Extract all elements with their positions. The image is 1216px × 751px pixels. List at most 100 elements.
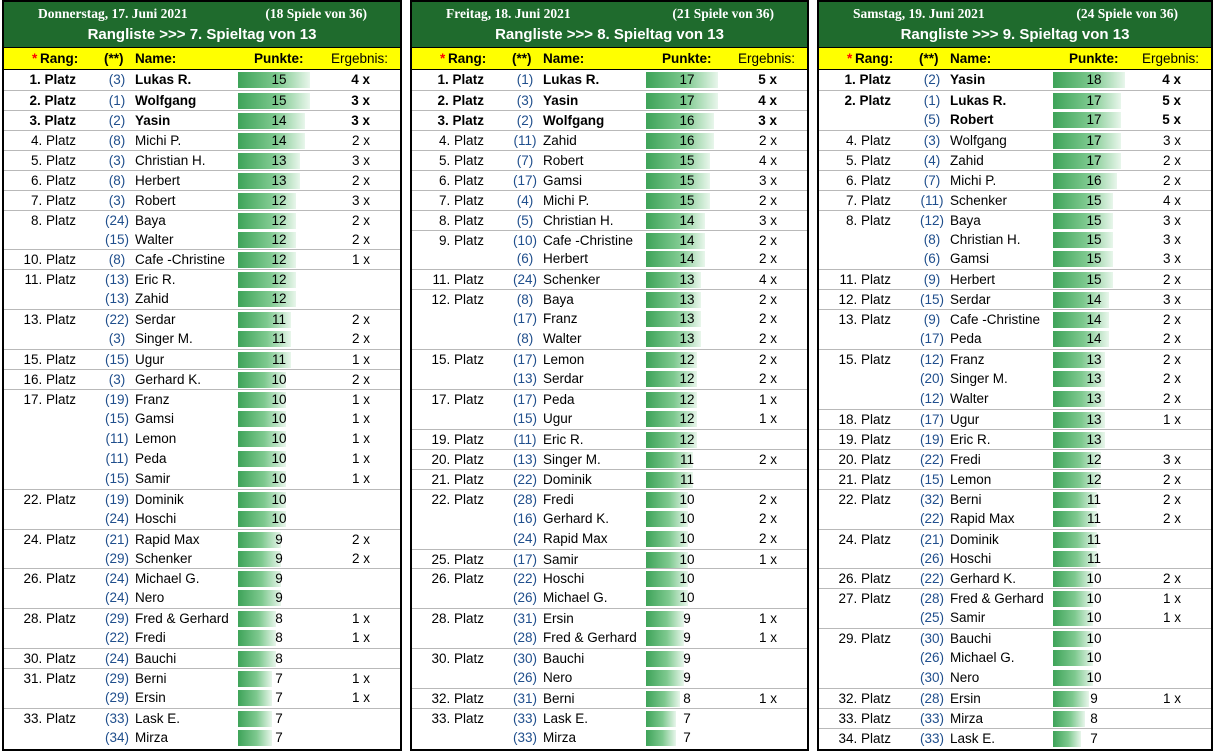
ranking-row: 20. Platz (22) Fredi 12 3 x	[819, 448, 1211, 469]
ranking-row: 8. Platz (12) Baya 15 3 x	[819, 209, 1211, 230]
header-line: Samstag, 19. Juni 2021 (24 Spiele von 36)	[819, 2, 1211, 24]
previous-rank-cell: (19)	[104, 392, 129, 407]
points-cell: 10	[271, 392, 287, 407]
points-bar	[238, 690, 272, 707]
rank-cell: 12. Platz	[838, 292, 891, 308]
points-bar	[238, 611, 276, 628]
result-cell: 4 x	[758, 152, 777, 168]
player-name: Rapid Max	[543, 530, 608, 546]
points-cell: 11	[1086, 550, 1101, 566]
result-column-header: Ergebnis:	[330, 51, 388, 66]
ranking-row: 4. Platz (11) Zahid 16 2 x	[412, 129, 807, 150]
points-bar	[238, 72, 310, 88]
result-cell: 2 x	[351, 550, 370, 566]
ranking-row: 27. Platz (28) Fred & Gerhard 10 1 x	[819, 588, 1211, 608]
result-cell: 1 x	[758, 410, 777, 426]
player-name: Lukas R.	[543, 72, 600, 87]
player-name: Lask E.	[135, 711, 181, 726]
result-cell: 2 x	[758, 311, 777, 327]
previous-rank-cell: (15)	[104, 231, 129, 247]
ranking-row: 6. Platz (17) Gamsi 15 3 x	[412, 169, 807, 190]
player-name: Mirza	[950, 711, 983, 726]
previous-rank-cell: (8)	[108, 252, 126, 268]
points-cell: 10	[271, 470, 287, 486]
ranking-row: (11) Lemon 10 1 x	[4, 429, 400, 449]
ranking-row: 20. Platz (13) Singer M. 11 2 x	[412, 448, 807, 469]
points-cell: 10	[271, 491, 287, 507]
points-cell: 7	[275, 690, 283, 706]
player-name: Dominik	[135, 491, 184, 507]
points-cell: 12	[271, 252, 287, 268]
points-cell: 12	[679, 410, 695, 426]
player-name: Ugur	[950, 411, 980, 427]
player-name: Zahid	[135, 291, 169, 307]
ranking-row: 22. Platz (28) Fredi 10 2 x	[412, 488, 807, 509]
result-cell: 1 x	[758, 630, 777, 646]
previous-rank-cell: (26)	[919, 650, 944, 666]
ranking-row: 1. Platz (2) Yasin 18 4 x	[819, 70, 1211, 90]
previous-rank-cell: (22)	[104, 312, 129, 328]
previous-rank-cell: (8)	[516, 292, 534, 308]
points-bar	[646, 670, 684, 687]
column-header-row: * Rang: (**) Name: Punkte: Ergebnis:	[412, 48, 807, 70]
points-cell: 14	[1086, 312, 1102, 328]
player-name: Baya	[543, 292, 574, 308]
points-bar	[1053, 251, 1113, 268]
player-name: Franz	[950, 352, 985, 368]
points-bar	[646, 691, 680, 708]
points-cell: 10	[1086, 571, 1102, 587]
points-cell: 16	[679, 112, 695, 128]
previous-rank-cell: (8)	[923, 231, 941, 247]
rank-cell: 26. Platz	[23, 571, 76, 587]
previous-rank-cell: (3)	[108, 192, 126, 208]
ranking-row: (20) Singer M. 13 2 x	[819, 369, 1211, 389]
points-bar	[1053, 510, 1097, 527]
ranking-row: 30. Platz (24) Bauchi 8	[4, 648, 400, 668]
rank-cell: 21. Platz	[838, 471, 891, 487]
rank-cell: 2. Platz	[437, 92, 484, 108]
ranking-row: (24) Nero 9	[4, 588, 400, 608]
player-name: Nero	[950, 670, 980, 686]
rank-cell: 10. Platz	[23, 252, 76, 268]
points-cell: 9	[275, 531, 283, 547]
ranking-row: 26. Platz (24) Michael G. 9	[4, 568, 400, 588]
previous-rank-cell: (3)	[516, 92, 534, 108]
points-bar	[646, 292, 701, 309]
previous-rank-column-header: (**)	[104, 51, 124, 66]
player-name: Zahid	[543, 132, 577, 148]
ranking-row: 2. Platz (3) Yasin 17 4 x	[412, 89, 807, 110]
header-line: Freitag, 18. Juni 2021 (21 Spiele von 36)	[412, 2, 807, 24]
points-bar	[238, 92, 310, 109]
ranking-row: 10. Platz (8) Cafe -Christine 12 1 x	[4, 249, 400, 269]
ranking-row: 6. Platz (8) Herbert 13 2 x	[4, 169, 400, 190]
points-cell: 12	[1086, 471, 1102, 487]
points-bar	[1053, 610, 1093, 627]
rank-cell: 20. Platz	[838, 451, 891, 467]
result-cell: 2 x	[758, 192, 777, 208]
previous-rank-cell: (28)	[919, 591, 944, 607]
player-name: Peda	[543, 392, 575, 407]
previous-rank-cell: (5)	[923, 111, 941, 127]
points-cell: 14	[1086, 331, 1102, 347]
player-name: Serdar	[950, 292, 991, 308]
points-bar	[1053, 670, 1093, 687]
result-cell: 2 x	[758, 451, 777, 467]
previous-rank-column-header: (**)	[512, 51, 532, 66]
rank-cell: 7. Platz	[845, 192, 891, 208]
points-cell: 10	[1086, 631, 1102, 647]
points-cell: 11	[1086, 491, 1101, 507]
ranking-row: (26) Hoschi 11	[819, 549, 1211, 569]
ranking-row: 4. Platz (3) Wolfgang 17 3 x	[819, 129, 1211, 150]
column-header-row: * Rang: (**) Name: Punkte: Ergebnis:	[819, 48, 1211, 70]
points-cell: 13	[679, 311, 695, 327]
points-bar	[646, 172, 710, 189]
points-bar	[646, 431, 697, 448]
points-cell: 10	[679, 551, 695, 567]
points-cell: 7	[275, 671, 283, 687]
points-cell: 15	[1086, 272, 1102, 288]
rank-cell: 6. Platz	[30, 172, 76, 188]
ranking-row: 2. Platz (1) Wolfgang 15 3 x	[4, 89, 400, 110]
ranking-row: 26. Platz (22) Gerhard K. 10 2 x	[819, 568, 1211, 588]
player-name: Singer M.	[950, 371, 1008, 387]
ranking-row: 1. Platz (1) Lukas R. 17 5 x	[412, 70, 807, 90]
